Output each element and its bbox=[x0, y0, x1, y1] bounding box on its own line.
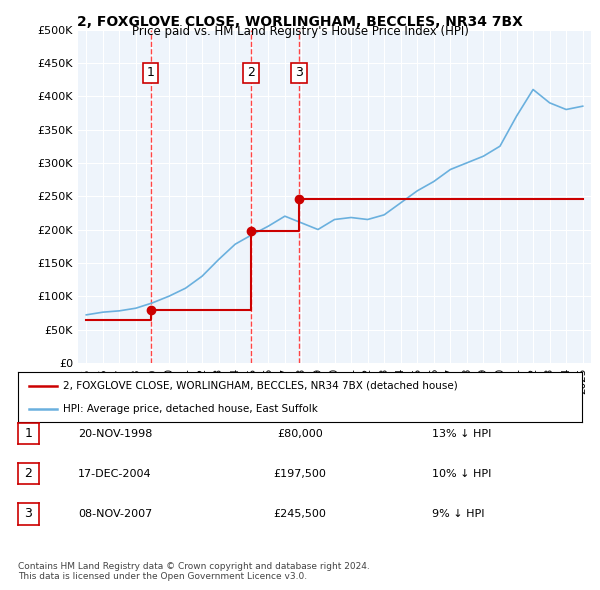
Text: £245,500: £245,500 bbox=[274, 509, 326, 519]
Text: 08-NOV-2007: 08-NOV-2007 bbox=[78, 509, 152, 519]
Text: £197,500: £197,500 bbox=[274, 469, 326, 478]
Text: 20-NOV-1998: 20-NOV-1998 bbox=[78, 429, 152, 438]
Text: 3: 3 bbox=[25, 507, 32, 520]
Text: £80,000: £80,000 bbox=[277, 429, 323, 438]
Text: 2, FOXGLOVE CLOSE, WORLINGHAM, BECCLES, NR34 7BX (detached house): 2, FOXGLOVE CLOSE, WORLINGHAM, BECCLES, … bbox=[63, 381, 458, 391]
Text: 2: 2 bbox=[25, 467, 32, 480]
Text: HPI: Average price, detached house, East Suffolk: HPI: Average price, detached house, East… bbox=[63, 404, 318, 414]
Text: 1: 1 bbox=[25, 427, 32, 440]
Text: Contains HM Land Registry data © Crown copyright and database right 2024.
This d: Contains HM Land Registry data © Crown c… bbox=[18, 562, 370, 581]
Text: 13% ↓ HPI: 13% ↓ HPI bbox=[432, 429, 491, 438]
Text: 1: 1 bbox=[147, 66, 155, 79]
Text: 9% ↓ HPI: 9% ↓ HPI bbox=[432, 509, 485, 519]
Text: 17-DEC-2004: 17-DEC-2004 bbox=[78, 469, 152, 478]
Text: 10% ↓ HPI: 10% ↓ HPI bbox=[432, 469, 491, 478]
Text: 3: 3 bbox=[295, 66, 303, 79]
Text: Price paid vs. HM Land Registry's House Price Index (HPI): Price paid vs. HM Land Registry's House … bbox=[131, 25, 469, 38]
Text: 2: 2 bbox=[247, 66, 255, 79]
Text: 2, FOXGLOVE CLOSE, WORLINGHAM, BECCLES, NR34 7BX: 2, FOXGLOVE CLOSE, WORLINGHAM, BECCLES, … bbox=[77, 15, 523, 29]
